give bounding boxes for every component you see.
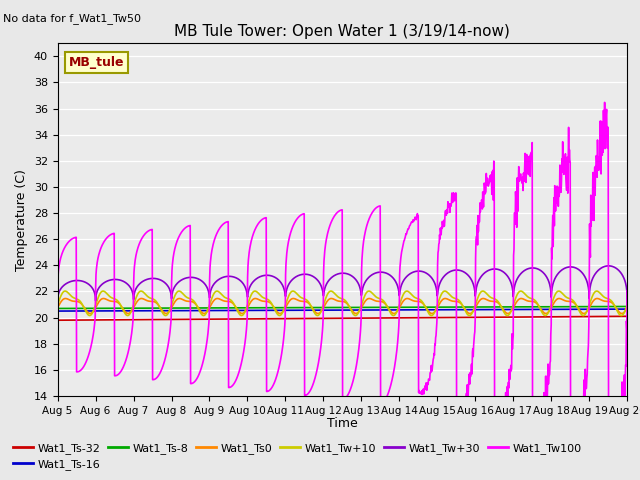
X-axis label: Time: Time — [327, 417, 358, 430]
Text: No data for f_Wat1_Tw50: No data for f_Wat1_Tw50 — [3, 13, 141, 24]
Y-axis label: Temperature (C): Temperature (C) — [15, 168, 28, 271]
Text: MB_tule: MB_tule — [69, 56, 125, 69]
Legend: Wat1_Ts-32, Wat1_Ts-16, Wat1_Ts-8, Wat1_Ts0, Wat1_Tw+10, Wat1_Tw+30, Wat1_Tw100: Wat1_Ts-32, Wat1_Ts-16, Wat1_Ts-8, Wat1_… — [9, 438, 586, 474]
Title: MB Tule Tower: Open Water 1 (3/19/14-now): MB Tule Tower: Open Water 1 (3/19/14-now… — [175, 24, 510, 39]
